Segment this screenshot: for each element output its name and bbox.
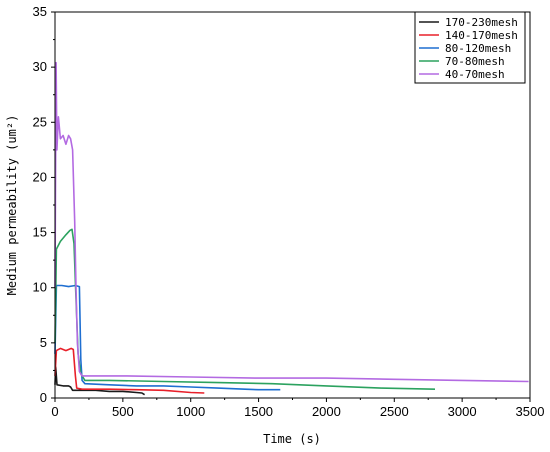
x-tick-label: 500 [112, 404, 134, 419]
y-axis: 0 5 10 15 20 25 30 35 [33, 4, 55, 405]
x-axis: 0 500 1000 1500 2000 2500 3000 3500 [51, 398, 544, 419]
x-axis-title: Time (s) [263, 432, 321, 446]
legend-label: 170-230mesh [445, 16, 518, 29]
x-tick-label: 1500 [244, 404, 273, 419]
x-tick-label: 2500 [380, 404, 409, 419]
legend-label: 140-170mesh [445, 29, 518, 42]
y-tick-label: 15 [33, 225, 47, 240]
y-axis-title: Medium permeability (um²) [5, 115, 19, 296]
y-tick-label: 0 [40, 390, 47, 405]
y-tick-label: 25 [33, 114, 47, 129]
x-tick-label: 3500 [516, 404, 545, 419]
y-tick-label: 20 [33, 169, 47, 184]
y-tick-label: 5 [40, 335, 47, 350]
series-line-170-230mesh [54, 366, 146, 396]
series-line-40-70mesh [54, 61, 529, 383]
legend-label: 70-80mesh [445, 55, 505, 68]
series-line-80-120mesh [54, 284, 281, 391]
legend-label: 80-120mesh [445, 42, 511, 55]
y-tick-label: 10 [33, 280, 47, 295]
legend-label: 40-70mesh [445, 68, 505, 81]
y-tick-label: 30 [33, 59, 47, 74]
series-line-140-170mesh [54, 347, 205, 394]
x-tick-label: 0 [51, 404, 58, 419]
x-tick-label: 1000 [176, 404, 205, 419]
x-tick-label: 2000 [312, 404, 341, 419]
series-line-70-80mesh [54, 228, 436, 390]
legend: 170-230mesh140-170mesh80-120mesh70-80mes… [414, 11, 526, 84]
x-tick-label: 3000 [448, 404, 477, 419]
y-tick-label: 35 [33, 4, 47, 19]
